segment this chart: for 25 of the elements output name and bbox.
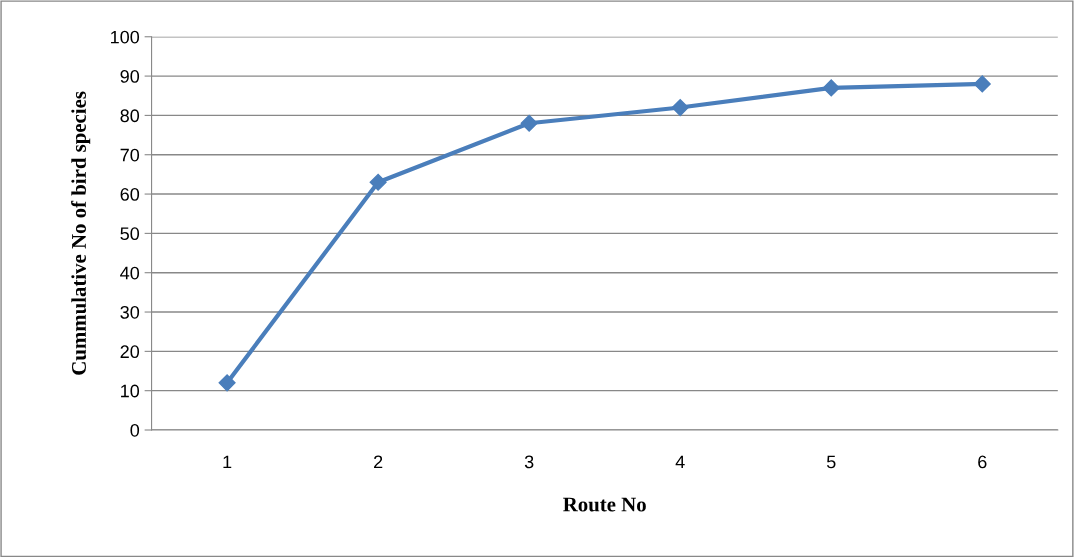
- point: [218, 374, 236, 392]
- y-tick-label: 20: [120, 345, 140, 359]
- y-tick-label: 50: [120, 227, 140, 241]
- y-tick-label: 40: [120, 266, 140, 280]
- y-tick-label: 90: [120, 70, 140, 83]
- x-tick-label: 3: [524, 455, 534, 469]
- y-tick-label: 100: [111, 30, 140, 44]
- x-tick-label: 6: [978, 455, 987, 469]
- point: [520, 114, 538, 132]
- x-tick-label: 5: [826, 455, 836, 469]
- x-axis-title: Route No: [563, 497, 646, 512]
- y-tick-label: 0: [130, 423, 140, 437]
- y-tick-label: 30: [120, 305, 140, 319]
- y-tick-label: 70: [120, 148, 140, 162]
- y-tick-label: 80: [120, 109, 140, 123]
- y-axis-title: Cummulative No of bird species: [71, 91, 91, 375]
- x-tick-label: 1: [223, 455, 232, 469]
- x-tick-label: 4: [675, 455, 685, 469]
- y-tick-label: 60: [120, 187, 140, 201]
- point: [973, 75, 991, 93]
- point: [671, 98, 689, 117]
- x-tick-label: 2: [374, 455, 383, 469]
- y-tick-label: 10: [121, 384, 140, 398]
- point: [369, 173, 387, 191]
- point: [822, 79, 840, 97]
